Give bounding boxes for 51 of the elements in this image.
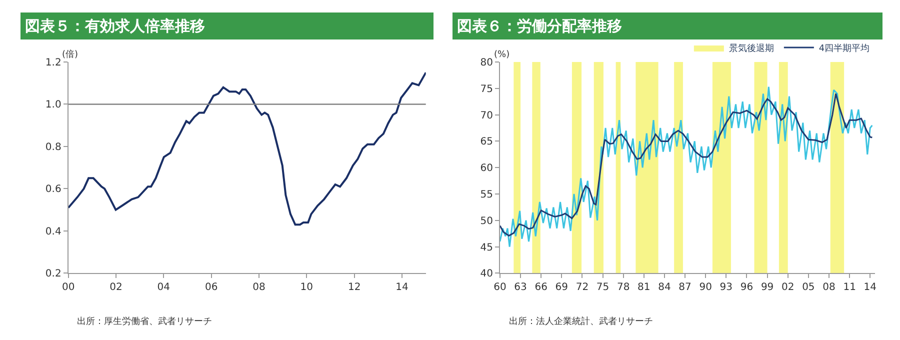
y-tick-label: 0.2 <box>45 268 62 280</box>
legend-label: 景気後退期 <box>728 43 774 54</box>
y-tick-label: 50 <box>480 216 493 227</box>
x-tick-label: 78 <box>616 282 630 294</box>
x-tick-label: 99 <box>760 282 774 294</box>
y-tick-label: 45 <box>480 242 493 254</box>
y-tick-label: 55 <box>480 190 493 200</box>
x-tick-label: 02 <box>110 282 122 294</box>
x-tick-label: 66 <box>534 282 548 294</box>
text: 出所：法人企業統計、武者リサーチ <box>509 316 653 327</box>
x-tick-label: 93 <box>720 282 733 294</box>
y-tick-label: 0.4 <box>45 226 62 238</box>
x-tick-label: 10 <box>300 282 314 294</box>
x-tick-label: 02 <box>781 282 794 294</box>
y-tick-label: 60 <box>480 163 493 174</box>
x-tick-label: 90 <box>699 282 712 294</box>
x-tick-label: 08 <box>822 282 836 294</box>
x-tick-label: 11 <box>843 282 856 294</box>
chart-title: 図表５：有効求人倍率推移 <box>25 17 205 35</box>
x-tick-label: 14 <box>396 282 408 294</box>
y-tick-label: 75 <box>480 84 493 95</box>
y-tick-label: 1.0 <box>45 100 62 111</box>
x-tick-label: 60 <box>494 282 506 294</box>
y-tick-label: 1.2 <box>45 58 62 68</box>
x-tick-label: 08 <box>252 282 266 294</box>
legend-label: 4四半期平均 <box>818 43 870 54</box>
y-tick-label: 0.8 <box>45 142 62 153</box>
x-tick-label: 00 <box>62 282 75 294</box>
y-tick-label: 80 <box>480 58 493 68</box>
x-tick-label: 06 <box>204 282 218 294</box>
x-tick-label: 96 <box>740 282 754 294</box>
x-tick-label: 63 <box>514 282 527 294</box>
x-tick-label: 81 <box>638 282 650 294</box>
x-tick-label: 87 <box>678 282 692 294</box>
x-tick-label: 04 <box>157 282 170 294</box>
y-tick-label: 0.6 <box>45 184 62 196</box>
x-tick-label: 84 <box>658 282 671 294</box>
chart-title: 図表６：労働分配率推移 <box>457 17 622 35</box>
line-series <box>68 72 426 226</box>
y-tick-label: 40 <box>480 268 493 280</box>
y-tick-label: 70 <box>480 110 493 122</box>
x-tick-label: 75 <box>596 282 610 294</box>
x-tick-label: 72 <box>576 282 589 294</box>
x-tick-label: 14 <box>864 282 876 294</box>
x-tick-label: 05 <box>802 282 815 294</box>
y-axis-title: (倍) <box>62 49 78 60</box>
x-tick-label: 69 <box>555 282 568 294</box>
y-tick-label: 65 <box>480 136 493 148</box>
x-tick-label: 12 <box>348 282 361 294</box>
y-axis-title: (%) <box>494 50 510 60</box>
text: 出所：厚生労働省、武者リサーチ <box>77 316 212 327</box>
